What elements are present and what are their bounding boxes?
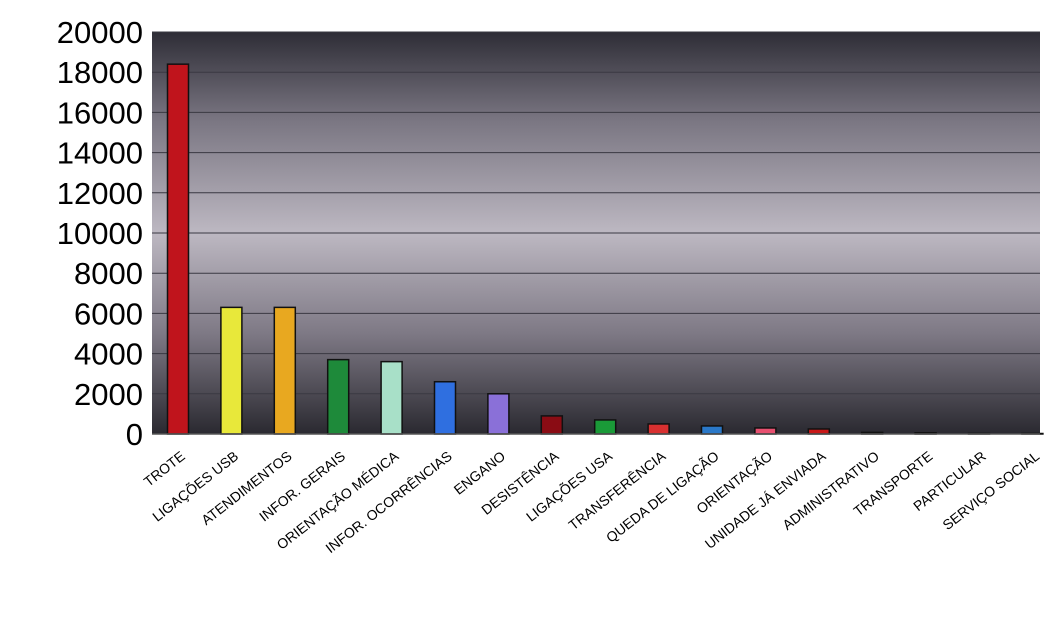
y-tick-label: 20000	[57, 15, 143, 50]
x-tick-label: ATENDIMENTOS	[198, 448, 294, 528]
y-tick-label: 2000	[74, 377, 143, 412]
y-tick-label: 10000	[57, 216, 143, 251]
bar-5	[433, 380, 457, 435]
y-tick-label: 16000	[57, 95, 143, 130]
y-tick-label: 4000	[74, 337, 143, 372]
y-axis-ticks: 0 2000 4000 6000 8000 10000 12000 14000 16000 180…	[57, 15, 143, 452]
bar-9	[647, 423, 670, 435]
y-tick-label: 14000	[57, 136, 143, 171]
y-tick-label: 6000	[74, 296, 143, 331]
bar-7	[540, 415, 564, 435]
bar-1	[220, 306, 243, 435]
y-tick-label: 18000	[57, 55, 143, 90]
bar-4	[380, 360, 403, 435]
bars	[166, 63, 1044, 435]
y-tick-label: 0	[126, 417, 143, 452]
bar-12	[807, 428, 831, 435]
bar-3	[326, 358, 350, 435]
x-tick-label: ADMINISTRATIVO	[779, 448, 882, 533]
bar-8	[593, 419, 617, 435]
x-tick-label: SERVIÇO SOCIAL	[939, 448, 1042, 533]
x-tick-label: TRANSFERÊNCIA	[565, 447, 669, 533]
bar-10	[700, 425, 724, 435]
y-tick-label: 8000	[74, 256, 143, 291]
gridlines	[152, 31, 1040, 395]
bar-6	[487, 393, 510, 435]
bar-2	[273, 306, 297, 435]
x-tick-label: TROTE	[141, 448, 188, 490]
bar-11	[754, 427, 777, 435]
y-tick-label: 12000	[57, 176, 143, 211]
bar-0	[166, 63, 190, 435]
